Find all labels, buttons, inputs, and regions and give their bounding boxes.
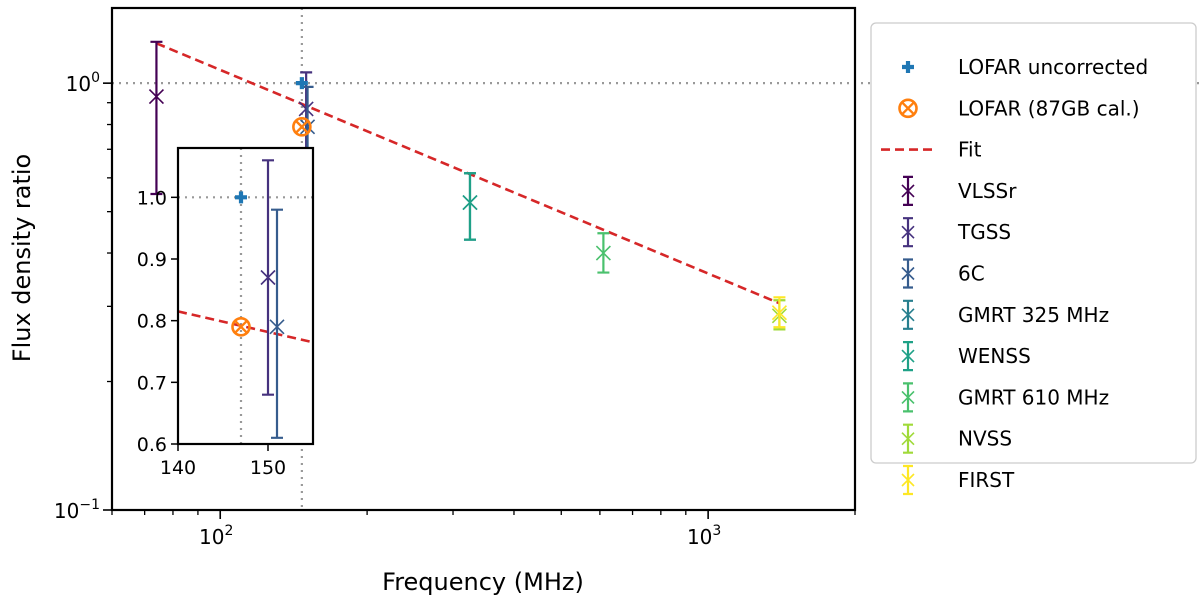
inset-point-lofar-uncorrected	[235, 191, 247, 204]
inset-plot: 140 150 0.6 0.7 0.8 0.9 1.0	[137, 146, 315, 479]
legend-label-vlssr: VLSSr	[958, 179, 1017, 203]
legend-label-gmrt-325-mhz: GMRT 325 MHz	[958, 303, 1109, 327]
point-first	[771, 305, 787, 321]
inset-point-6c	[269, 319, 285, 335]
inset-x-tick-label: 150	[250, 457, 286, 479]
inset-fit-line	[177, 310, 314, 344]
legend-symbol-gmrt-325-mhz	[901, 308, 915, 322]
legend-symbol-wenss	[901, 349, 915, 363]
point-lofar-uncorrected	[295, 77, 308, 90]
legend-item-gmrt-610-mhz: GMRT 610 MHz	[901, 382, 1109, 413]
legend-item-first: FIRST	[901, 464, 1015, 496]
point-wenss	[462, 195, 478, 211]
legend-symbol-gmrt-610-mhz	[901, 390, 915, 404]
legend-label-fit: Fit	[958, 138, 982, 162]
legend-symbol-nvss	[901, 432, 915, 446]
legend-box	[870, 22, 1197, 464]
legend-item-gmrt-325-mhz: GMRT 325 MHz	[901, 299, 1109, 330]
point-lofar-calibrated-circle	[292, 117, 312, 137]
inset-background	[178, 148, 313, 444]
x-tick-label: 103	[687, 523, 721, 549]
point-lofar-calibrated	[292, 117, 312, 137]
point-tgss	[298, 101, 314, 117]
inset-errorbar-6c	[271, 208, 283, 439]
inset-y-tick-label: 0.7	[137, 372, 167, 394]
legend-label-wenss: WENSS	[958, 344, 1031, 368]
inset-point-lofar-calibrated-cross	[234, 319, 248, 334]
point-gmrt-610-mhz	[595, 245, 611, 261]
inset-x-tick-label: 140	[160, 457, 196, 479]
legend-label-6c: 6C	[958, 262, 985, 286]
inset-y-tick-label: 0.6	[137, 434, 167, 456]
legend-symbol-lofar-87gb-cal-circle	[898, 98, 918, 119]
legend-item-fit: Fit	[881, 138, 982, 162]
legend-label-nvss: NVSS	[958, 427, 1012, 451]
point-6c	[299, 119, 316, 135]
legend-label-tgss: TGSS	[957, 220, 1011, 244]
legend-label-first: FIRST	[958, 468, 1015, 492]
main-axes-frame	[110, 6, 857, 512]
legend-item-6c: 6C	[901, 258, 985, 289]
y-tick-label: 10−1	[54, 497, 100, 523]
legend-symbol-vlssr	[901, 184, 915, 198]
legend-symbol-lofar-87gb-cal	[898, 98, 918, 119]
legend-symbol-lofar-87gb-cal-cross	[901, 101, 915, 116]
errorbar-wenss	[463, 172, 476, 241]
legend-item-wenss: WENSS	[901, 341, 1031, 372]
inset-point-lofar-calibrated-circle	[231, 317, 251, 337]
legend-symbol-6c	[901, 266, 915, 281]
y-tick-label: 100	[66, 70, 100, 96]
inset-y-tick-label: 0.8	[137, 311, 167, 333]
legend-symbol-tgss	[901, 225, 915, 239]
legend-label-lofar-uncorrected: LOFAR uncorrected	[958, 55, 1148, 79]
legend-item-vlssr: VLSSr	[901, 175, 1017, 206]
legend-label-lofar-87gb-cal: LOFAR (87GB cal.)	[958, 96, 1140, 120]
inset-point-lofar-calibrated	[231, 317, 251, 337]
y-axis-title: Flux density ratio	[8, 154, 36, 362]
inset-frame	[176, 146, 315, 446]
x-axis-title: Frequency (MHz)	[382, 568, 584, 596]
legend-item-nvss: NVSS	[901, 423, 1012, 454]
legend-item-lofar-uncorrected: LOFAR uncorrected	[902, 55, 1148, 79]
legend-item-lofar-87gb-cal: LOFAR (87GB cal.)	[898, 96, 1140, 120]
inset-y-tick-label: 0.9	[137, 249, 167, 271]
legend-label-gmrt-610-mhz: GMRT 610 MHz	[958, 385, 1109, 409]
legend-symbol-lofar-uncorrected	[902, 61, 914, 73]
legend: LOFAR uncorrected LOFAR (87GB cal.) Fit VLS…	[870, 22, 1197, 496]
legend-item-tgss: TGSS	[901, 217, 1011, 248]
x-tick-label: 102	[199, 523, 233, 549]
legend-symbol-first	[901, 473, 915, 487]
point-vlssr	[148, 89, 165, 105]
inset-y-tick-label: 1.0	[137, 187, 167, 209]
inset-point-tgss	[260, 269, 276, 286]
errorbar-vlssr	[150, 40, 163, 196]
point-lofar-calibrated-cross	[295, 120, 309, 134]
